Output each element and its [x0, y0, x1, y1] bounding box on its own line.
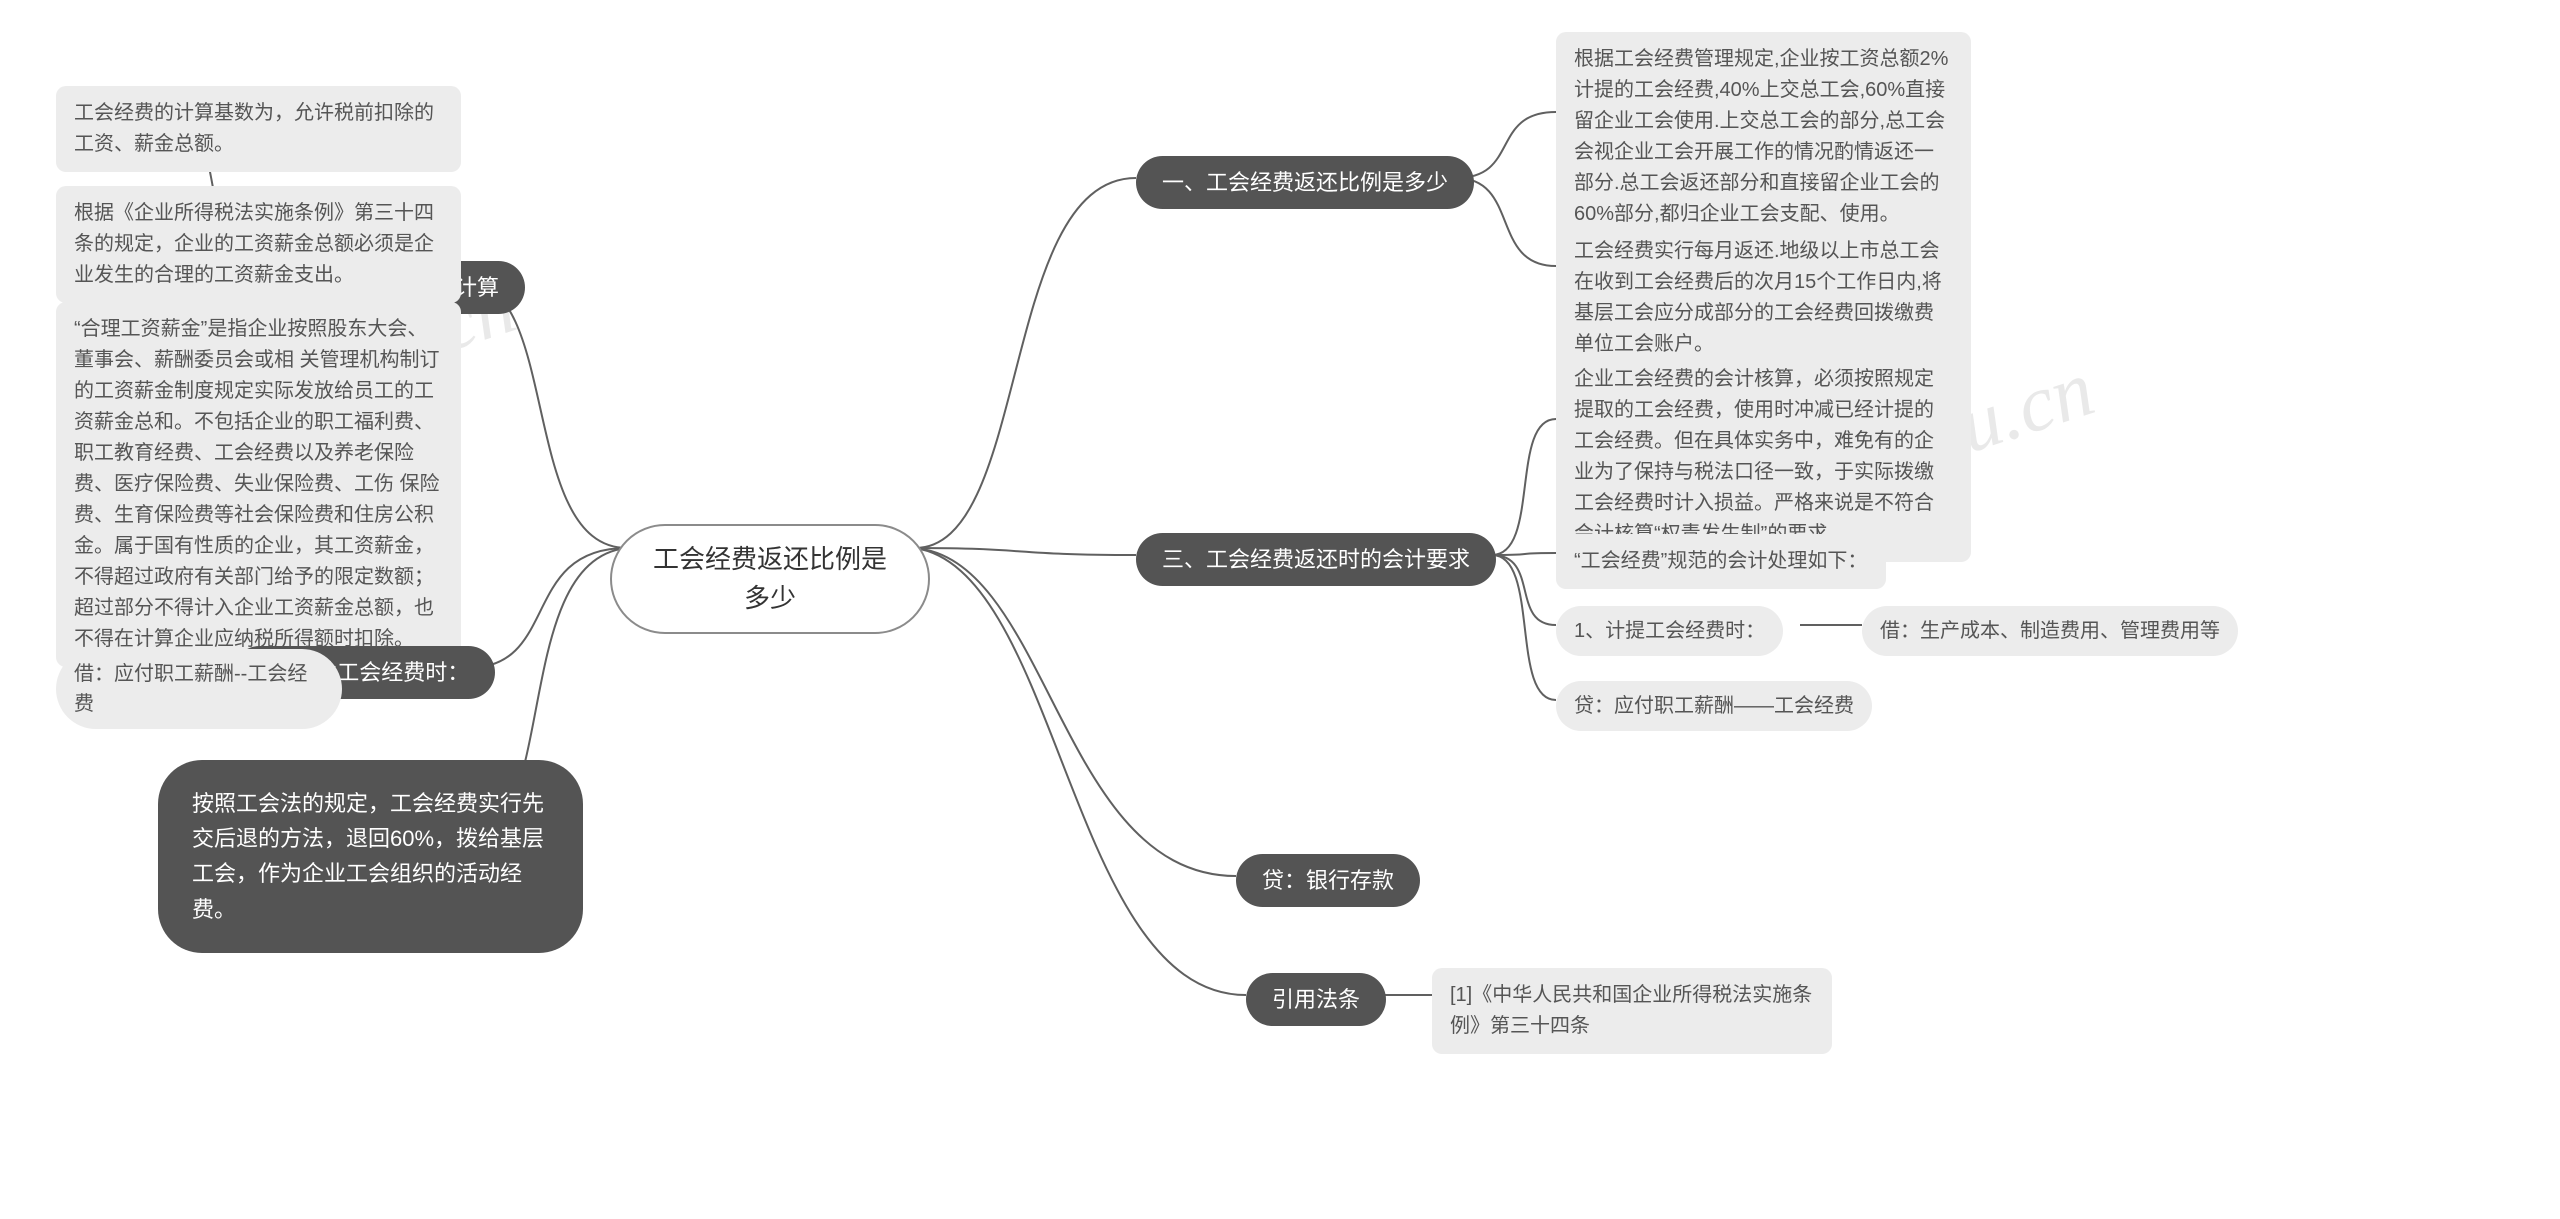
branch-r4: 引用法条	[1246, 973, 1386, 1026]
leaf-l1-3: “合理工资薪金”是指企业按照股东大会、董事会、薪酬委员会或相 关管理机构制订的工…	[56, 302, 461, 667]
leaf-l1-2: 根据《企业所得税法实施条例》第三十四条的规定，企业的工资薪金总额必须是企业发生的…	[56, 186, 461, 303]
branch-r3: 贷：银行存款	[1236, 854, 1420, 907]
leaf-r2-4: 贷：应付职工薪酬——工会经费	[1556, 681, 1872, 731]
branch-r2: 三、工会经费返还时的会计要求	[1136, 533, 1496, 586]
leaf-r2-2: “工会经费”规范的会计处理如下：	[1556, 534, 1886, 589]
leaf-r4-1: [1]《中华人民共和国企业所得税法实施条例》第三十四条	[1432, 968, 1832, 1054]
root-node: 工会经费返还比例是多少	[610, 524, 930, 634]
leaf-r1-2: 工会经费实行每月返还.地级以上市总工会在收到工会经费后的次月15个工作日内,将基…	[1556, 224, 1971, 372]
leaf-r1-1: 根据工会经费管理规定,企业按工资总额2%计提的工会经费,40%上交总工会,60%…	[1556, 32, 1971, 242]
leaf-r2-3-child: 借：生产成本、制造费用、管理费用等	[1862, 606, 2238, 656]
leaf-r2-3: 1、计提工会经费时：	[1556, 606, 1783, 656]
leaf-l2-1: 借：应付职工薪酬--工会经费	[56, 649, 342, 729]
leaf-l1-1: 工会经费的计算基数为，允许税前扣除的工资、薪金总额。	[56, 86, 461, 172]
branch-r1: 一、工会经费返还比例是多少	[1136, 156, 1474, 209]
branch-l3: 按照工会法的规定，工会经费实行先交后退的方法，退回60%，拨给基层工会，作为企业…	[158, 760, 583, 953]
leaf-r2-1: 企业工会经费的会计核算，必须按照规定提取的工会经费，使用时冲减已经计提的工会经费…	[1556, 352, 1971, 562]
